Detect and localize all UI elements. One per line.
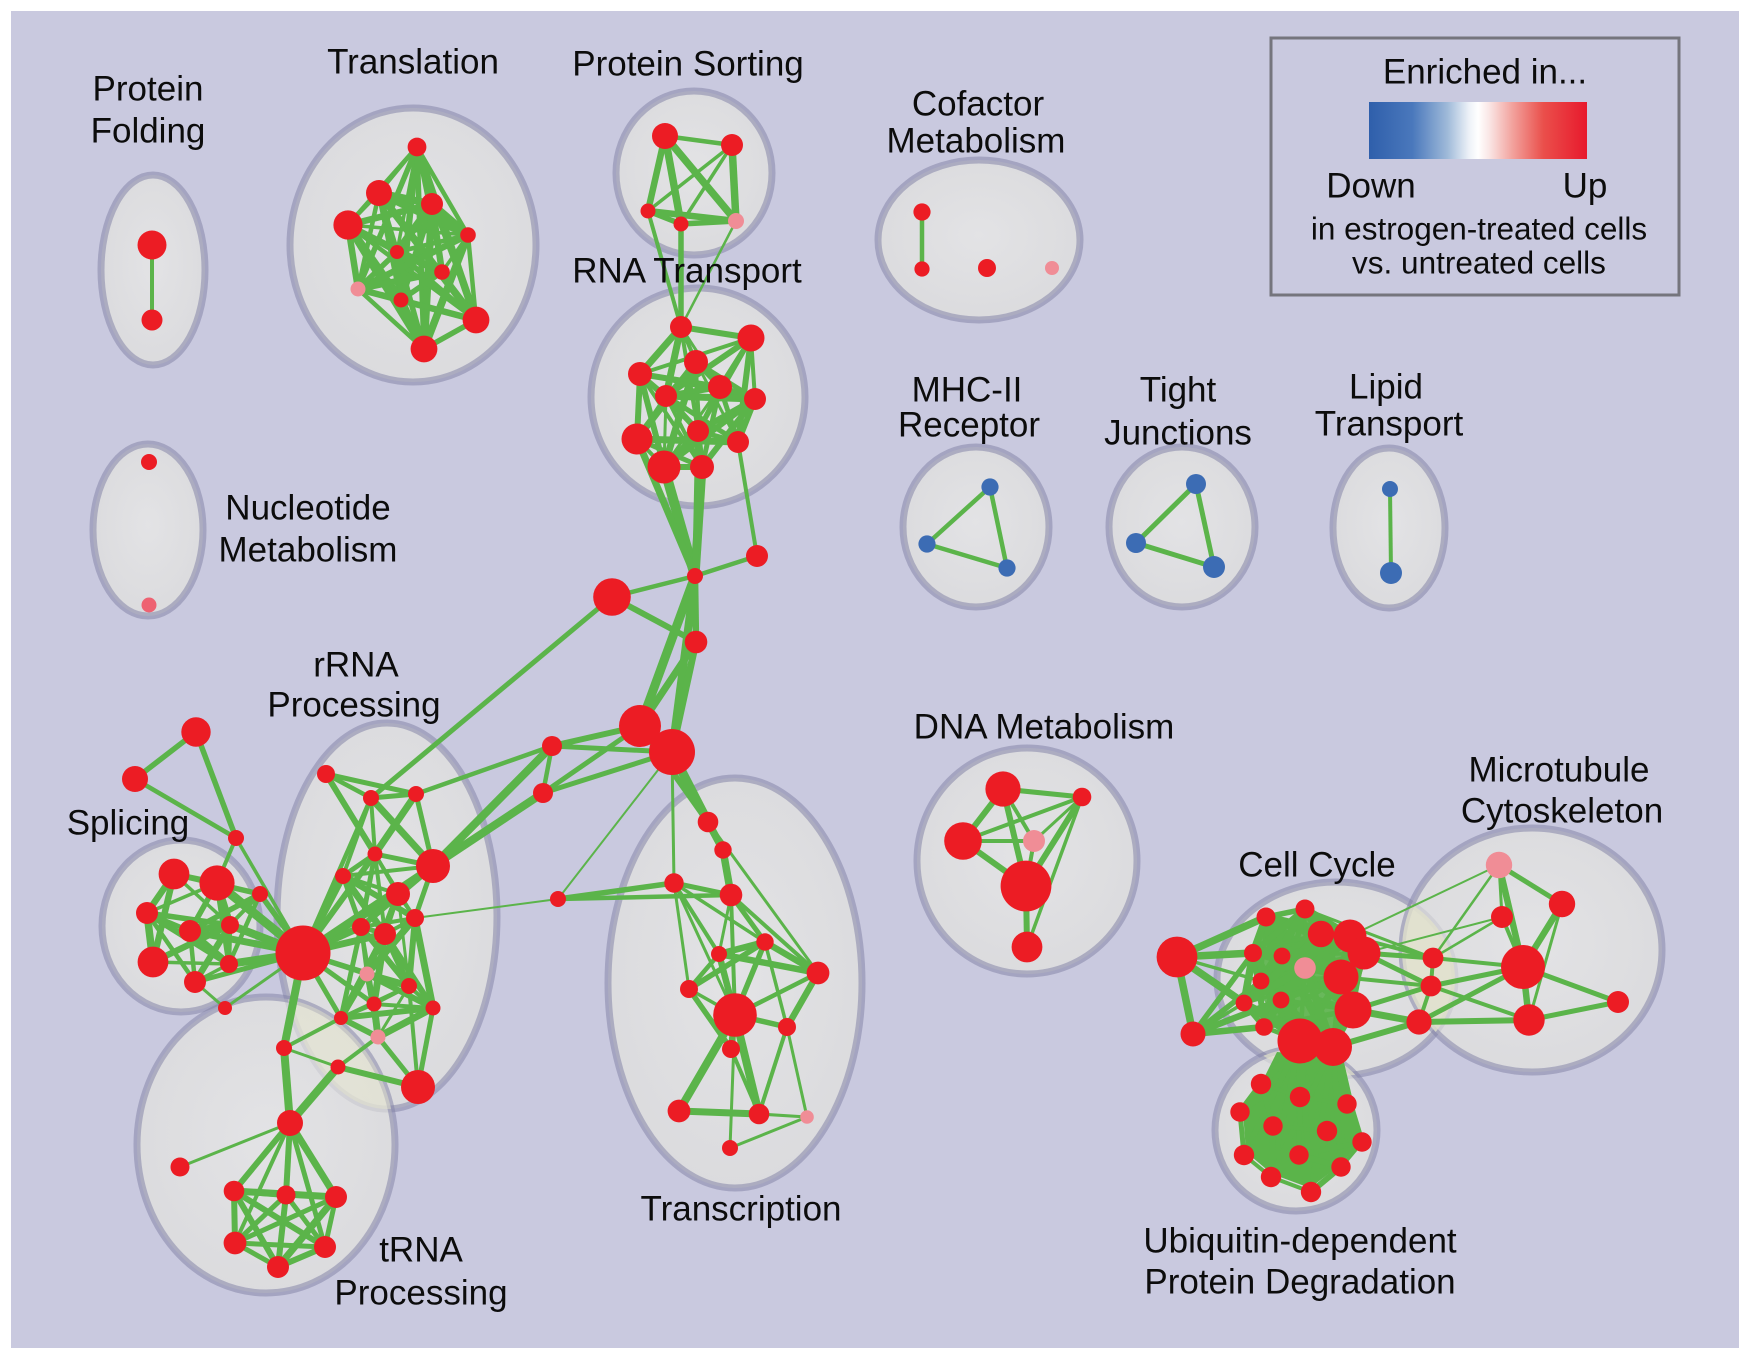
svg-text:Receptor: Receptor <box>898 405 1040 444</box>
svg-text:MHC-II: MHC-II <box>912 370 1023 409</box>
svg-text:tRNA: tRNA <box>379 1230 463 1269</box>
svg-text:Transport: Transport <box>1315 404 1464 443</box>
svg-text:Nucleotide: Nucleotide <box>225 488 390 527</box>
svg-text:Metabolism: Metabolism <box>887 121 1066 160</box>
svg-text:Cytoskeleton: Cytoskeleton <box>1461 791 1663 830</box>
svg-text:Enriched in...: Enriched in... <box>1383 52 1587 91</box>
svg-text:Up: Up <box>1563 166 1608 205</box>
svg-text:Microtubule: Microtubule <box>1469 750 1650 789</box>
svg-text:Metabolism: Metabolism <box>219 530 398 569</box>
svg-text:Junctions: Junctions <box>1104 413 1252 452</box>
svg-text:rRNA: rRNA <box>313 645 399 684</box>
svg-text:Splicing: Splicing <box>67 803 190 842</box>
svg-text:Translation: Translation <box>327 42 499 81</box>
svg-text:Processing: Processing <box>334 1273 507 1312</box>
svg-text:Folding: Folding <box>91 111 206 150</box>
svg-text:Down: Down <box>1326 166 1415 205</box>
svg-text:RNA Transport: RNA Transport <box>572 251 802 290</box>
svg-text:Ubiquitin-dependent: Ubiquitin-dependent <box>1143 1221 1457 1260</box>
svg-text:Cofactor: Cofactor <box>912 84 1045 123</box>
svg-text:Protein Degradation: Protein Degradation <box>1144 1262 1455 1301</box>
svg-text:DNA Metabolism: DNA Metabolism <box>914 707 1175 746</box>
svg-text:Tight: Tight <box>1140 370 1217 409</box>
svg-text:Processing: Processing <box>267 685 440 724</box>
svg-text:Protein Sorting: Protein Sorting <box>572 44 804 83</box>
svg-text:Cell Cycle: Cell Cycle <box>1238 845 1396 884</box>
svg-text:in estrogen-treated cells: in estrogen-treated cells <box>1311 210 1647 246</box>
svg-text:Transcription: Transcription <box>641 1189 842 1228</box>
svg-text:Lipid: Lipid <box>1349 367 1423 406</box>
svg-text:vs. untreated cells: vs. untreated cells <box>1352 244 1606 280</box>
svg-text:Protein: Protein <box>93 69 204 108</box>
